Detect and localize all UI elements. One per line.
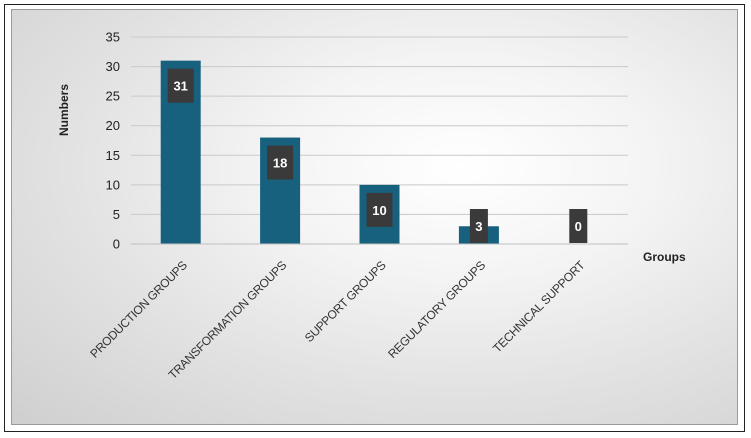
data-label: 3 [475, 219, 482, 234]
x-tick-label: TECHNICAL SUPPORT [490, 258, 588, 356]
data-label-box [569, 209, 588, 243]
y-tick-label: 15 [106, 148, 120, 163]
y-tick-label: 0 [113, 237, 120, 252]
data-label: 0 [575, 219, 582, 234]
y-axis-ticks: 0 5 10 15 20 25 30 35 [106, 30, 120, 252]
data-label: 31 [173, 79, 187, 94]
x-tick-label: SUPPORT GROUPS [302, 258, 389, 345]
x-tick-label: TRANSFORMATION GROUPS [166, 258, 290, 382]
x-axis-title: Groups [643, 250, 686, 264]
x-tick-label: REGULATORY GROUPS [385, 258, 488, 361]
x-tick-label: PRODUCTION GROUPS [87, 258, 190, 361]
data-label-box [267, 145, 294, 180]
y-tick-label: 35 [106, 30, 120, 45]
y-tick-label: 25 [106, 89, 120, 104]
data-labels: 31 18 10 3 0 [167, 68, 588, 243]
y-tick-label: 20 [106, 118, 120, 133]
y-tick-label: 5 [113, 207, 120, 222]
y-tick-label: 10 [106, 177, 120, 192]
data-label: 10 [372, 203, 386, 218]
y-tick-label: 30 [106, 59, 120, 74]
data-label-box [469, 209, 488, 243]
bars [160, 60, 499, 245]
data-label-box [366, 192, 393, 227]
y-axis-title: Numbers [57, 84, 71, 136]
data-label-box [167, 68, 194, 103]
data-label: 18 [273, 156, 287, 171]
